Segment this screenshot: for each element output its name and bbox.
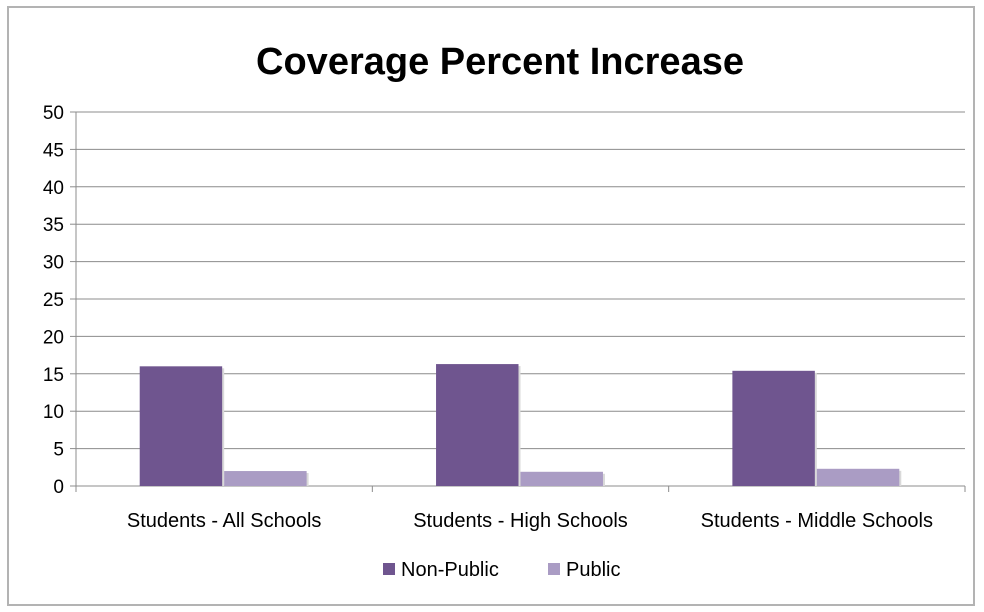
bars <box>139 364 902 486</box>
y-tick-label: 45 <box>43 140 64 161</box>
legend-label: Non-Public <box>401 559 499 581</box>
bar-public-2 <box>520 471 603 486</box>
x-axis-labels: Students - All Schools Students - High Sc… <box>127 510 933 532</box>
chart-title: Coverage Percent Increase <box>256 41 744 83</box>
bar-public-3 <box>816 468 900 486</box>
y-tick-label: 40 <box>43 178 64 199</box>
y-tick-label: 35 <box>43 215 64 236</box>
bar-non-public-3 <box>732 370 815 486</box>
x-category-label: Students - All Schools <box>127 510 322 532</box>
y-tick-label: 10 <box>43 402 64 423</box>
legend-swatch-public <box>548 563 560 575</box>
y-axis-ticks: 0 5 10 15 20 25 30 35 40 45 50 <box>43 103 64 498</box>
y-tick-label: 15 <box>43 365 64 386</box>
y-tick-label: 20 <box>43 327 64 348</box>
x-category-label: Students - High Schools <box>413 510 628 532</box>
y-tick-label: 5 <box>53 440 64 461</box>
bar-public-1 <box>224 471 307 486</box>
y-tick-label: 0 <box>53 477 64 498</box>
legend-swatch-non-public <box>383 563 395 575</box>
chart-frame <box>7 6 975 606</box>
legend: Non-Public Public <box>383 559 620 581</box>
y-tick-label: 50 <box>43 103 64 124</box>
legend-label: Public <box>566 559 620 581</box>
y-tick-label: 30 <box>43 253 64 274</box>
bar-non-public-2 <box>436 364 519 486</box>
y-tick-label: 25 <box>43 290 64 311</box>
bar-non-public-1 <box>139 366 223 486</box>
x-category-label: Students - Middle Schools <box>701 510 933 532</box>
